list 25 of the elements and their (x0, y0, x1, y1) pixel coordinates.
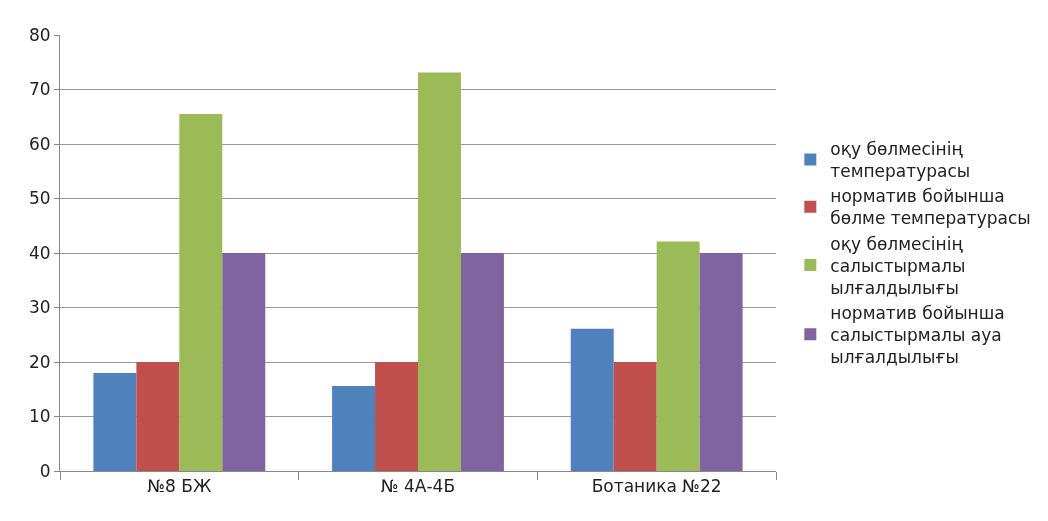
y-tick-label: 70 (28, 79, 51, 100)
bar (570, 328, 614, 471)
y-tick-label: 60 (28, 133, 51, 154)
bar (656, 241, 700, 471)
y-tick-label: 20 (28, 351, 51, 372)
bar (613, 362, 657, 471)
y-tick-label: 50 (28, 188, 51, 209)
bar (93, 372, 137, 471)
bar (332, 385, 376, 471)
legend-label: норматив бойынша салыстырмалы ауа ылғалдылығы (830, 302, 1005, 368)
y-tick-label: 0 (39, 460, 51, 481)
x-tick-label: №8 БЖ (147, 476, 212, 497)
y-tick-label: 80 (28, 24, 51, 45)
bar (460, 253, 504, 471)
bar (179, 114, 223, 471)
y-tick-label: 30 (28, 297, 51, 318)
y-tick-label: 40 (28, 242, 51, 263)
bar (222, 253, 266, 471)
bar (375, 362, 418, 471)
y-tick-label: 10 (28, 406, 51, 427)
x-tick-label: Ботаника №22 (591, 476, 722, 497)
bar (418, 72, 461, 471)
x-tick-label: № 4А-4Б (380, 476, 456, 497)
bar (699, 253, 743, 471)
bar (136, 362, 180, 471)
